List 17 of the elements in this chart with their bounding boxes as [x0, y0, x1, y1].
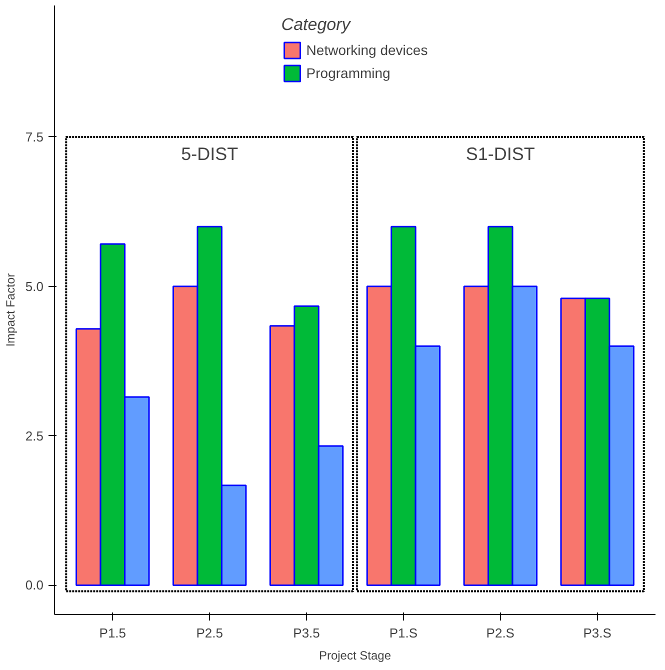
x-tick-label: P1.S [389, 626, 418, 640]
y-tick-label: 7.5 [25, 129, 44, 144]
y-tick-label: 0.0 [25, 578, 44, 593]
legend-title: Category [281, 15, 352, 35]
y-tick-label: 2.5 [25, 428, 44, 444]
annotation: S1-DIST [466, 144, 535, 164]
x-tick-label: P3.5 [293, 626, 320, 640]
y-tick-label: 5.0 [25, 278, 44, 294]
y-axis-title: Impact Factor [3, 273, 18, 347]
x-tick-label: P2.5 [196, 626, 223, 640]
x-tick-label: P1.5 [99, 626, 126, 640]
x-tick-label: P3.S [583, 626, 612, 640]
x-axis-title: Project Stage [318, 648, 392, 662]
annotation: 5-DIST [181, 144, 238, 164]
legend-label: Networking devices [306, 42, 428, 58]
legend-label: Programming [306, 65, 390, 81]
x-tick-label: P2.S [486, 626, 515, 640]
